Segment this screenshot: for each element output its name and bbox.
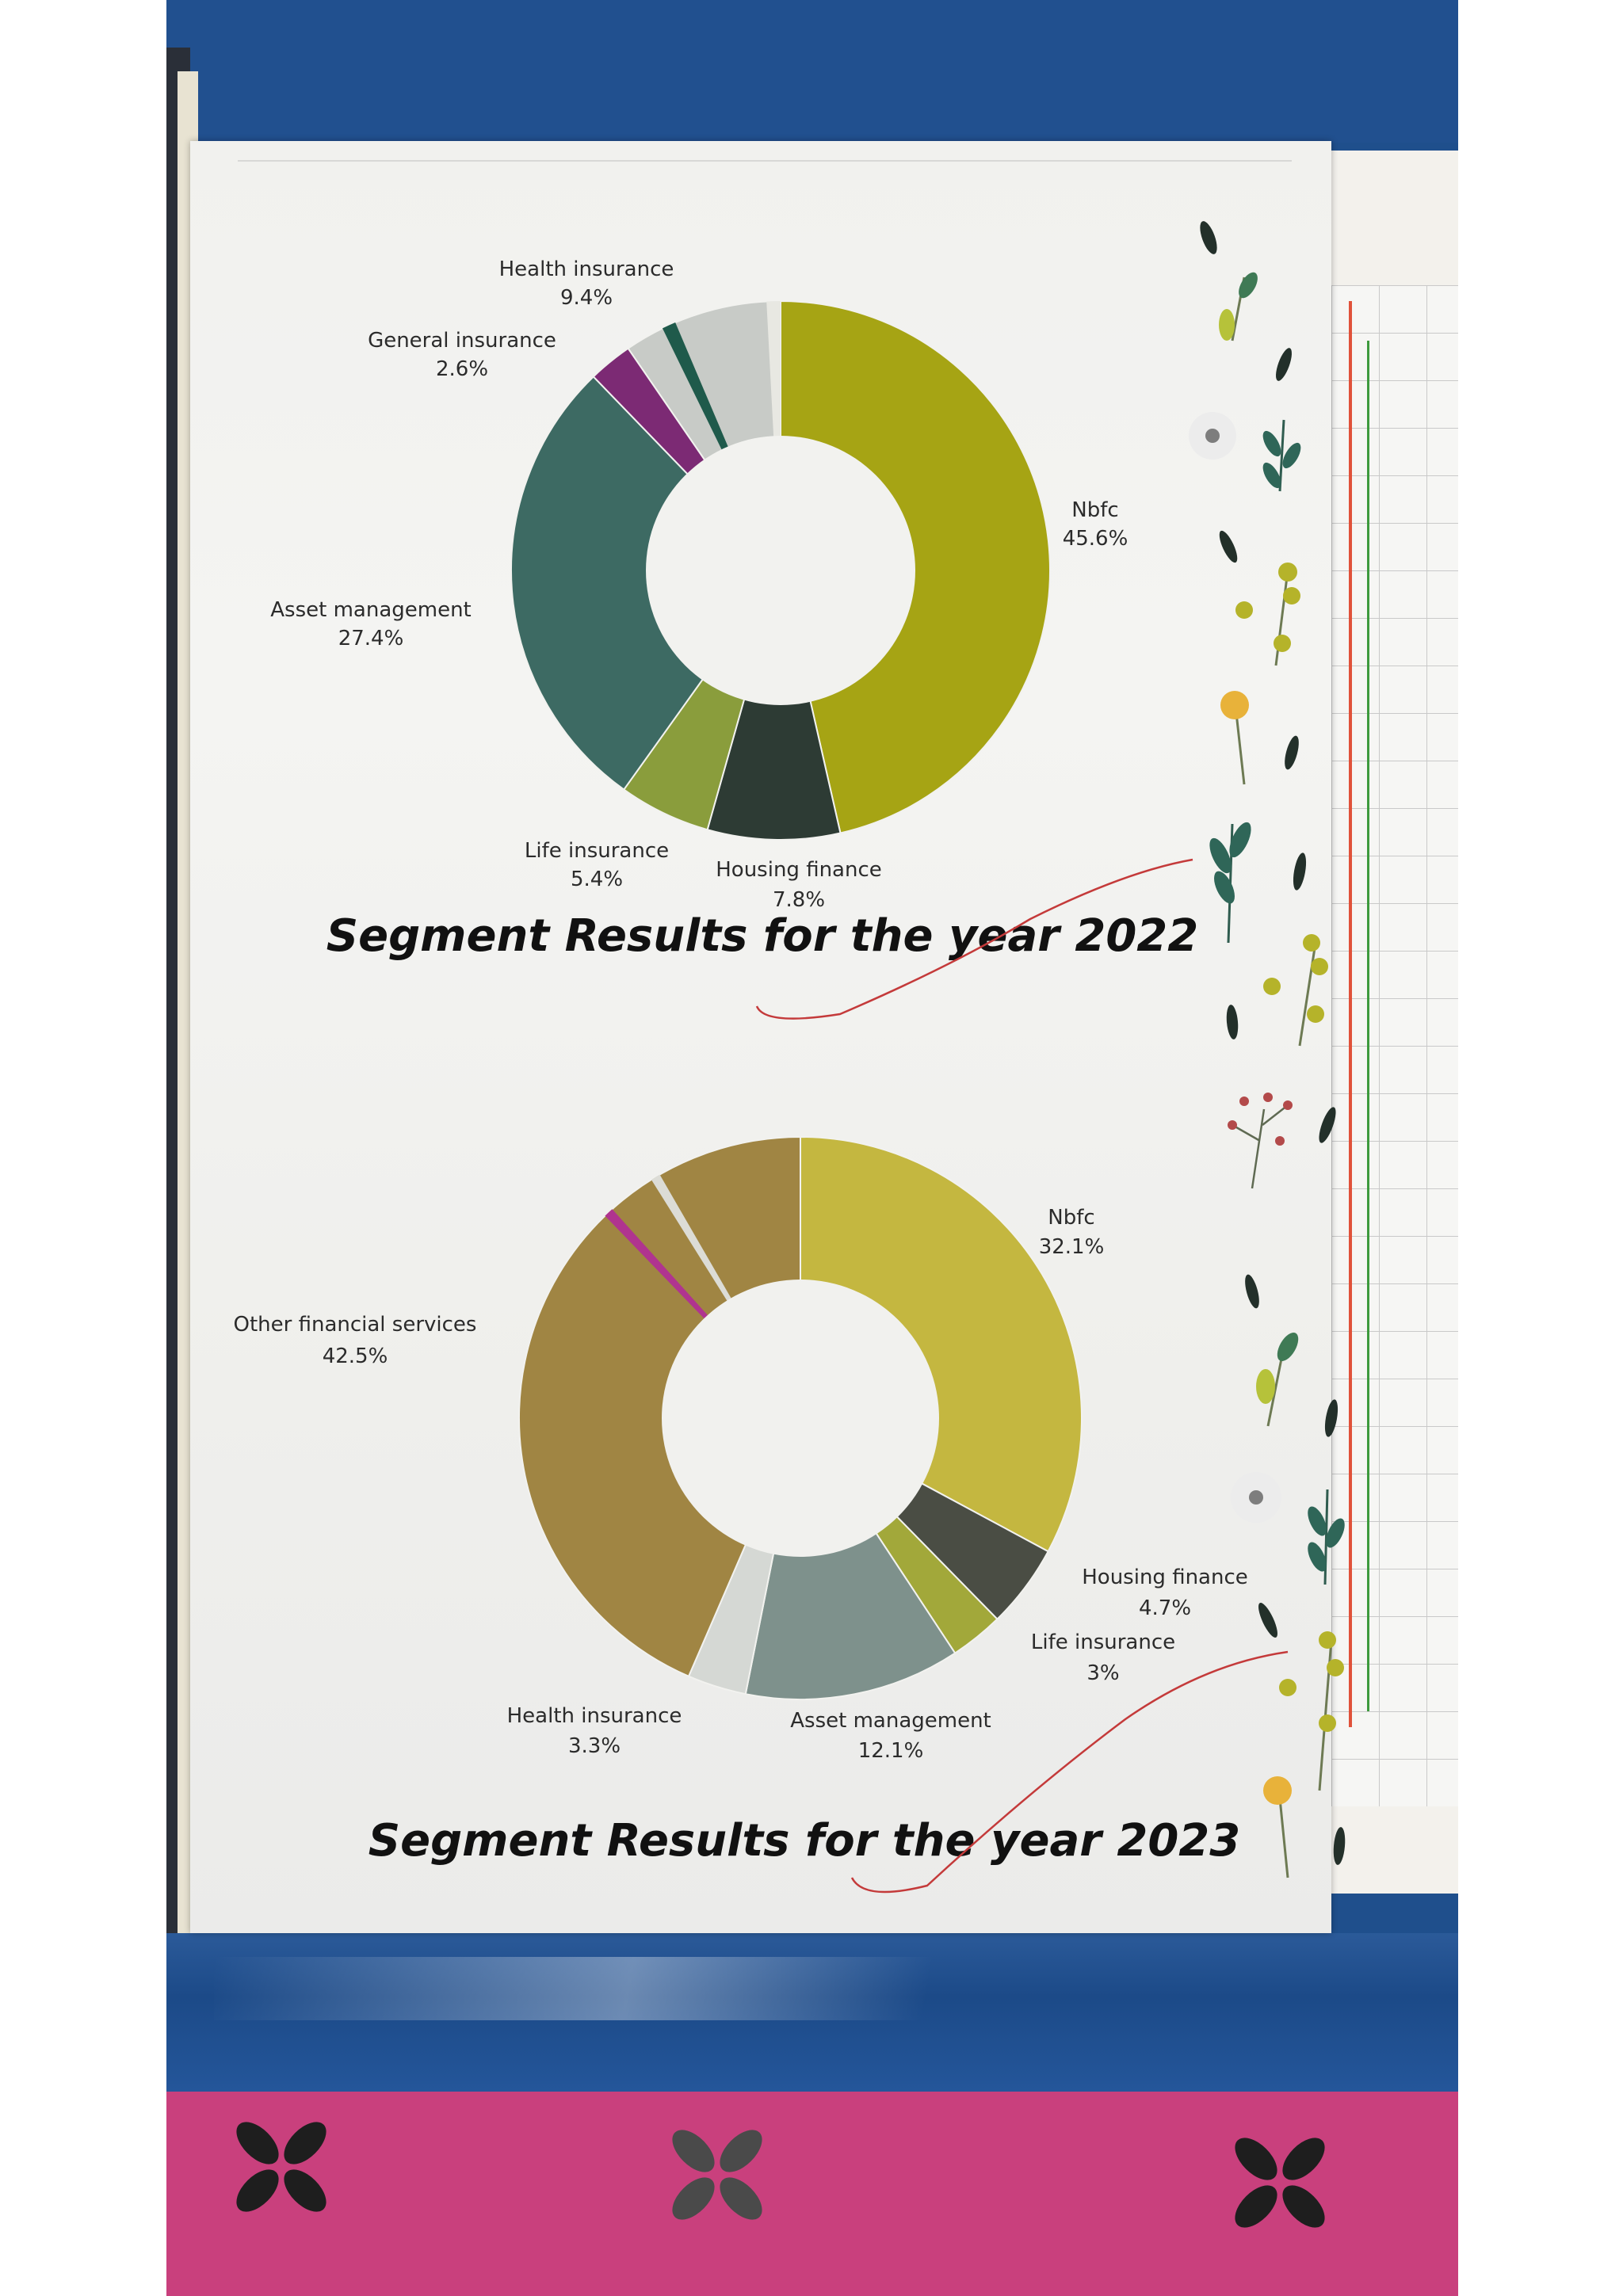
chart-title-2022: Segment Results for the year 2022 xyxy=(327,910,1198,962)
donut-chart-2022 xyxy=(510,299,1052,841)
donut-chart-2023 xyxy=(518,1135,1083,1700)
value-health-insurance: 3.3% xyxy=(568,1734,621,1758)
label-health-insurance: Health insurance xyxy=(499,257,674,281)
leaf-icon xyxy=(1285,735,1299,770)
red-ink-tick xyxy=(755,858,1193,1020)
label-other-financial-services: Other financial services xyxy=(234,1313,477,1337)
value-housing-finance: 7.8% xyxy=(773,888,825,912)
berry-branch-icon xyxy=(1228,1093,1293,1189)
folder-top xyxy=(166,0,1458,143)
chart-2023-labels: Nbfc 32.1% Housing finance 4.7% Life ins… xyxy=(234,1206,1248,1763)
label-asset-management: Asset management xyxy=(790,1709,991,1733)
value-nbfc: 32.1% xyxy=(1039,1235,1105,1259)
slice-nbfc xyxy=(780,299,1052,834)
leaf-sprig-icon xyxy=(1256,1332,1299,1427)
label-housing-finance: Housing finance xyxy=(716,858,882,882)
cloth-pattern-mark xyxy=(1235,2138,1325,2228)
chart-2022-labels: Nbfc 45.6% Housing finance 7.8% Life ins… xyxy=(270,257,1128,912)
leaf-branch-icon xyxy=(1308,1489,1345,1585)
chart-title-2023: Segment Results for the year 2023 xyxy=(369,1815,1240,1867)
label-health-insurance: Health insurance xyxy=(507,1704,682,1728)
label-nbfc: Nbfc xyxy=(1048,1206,1094,1230)
label-housing-finance: Housing finance xyxy=(1082,1566,1248,1589)
donut-hole xyxy=(662,1280,939,1557)
leaf-icon xyxy=(1219,530,1238,563)
orange-flower-icon xyxy=(1263,1776,1292,1878)
leaf-icon xyxy=(1245,1274,1259,1309)
yellow-flower-icon xyxy=(1235,563,1300,666)
flower-icon xyxy=(1189,412,1236,460)
donut-hole xyxy=(646,436,915,705)
value-life-insurance: 3% xyxy=(1086,1661,1119,1685)
value-health-insurance: 9.4% xyxy=(560,286,613,310)
graph-red-line xyxy=(1349,301,1352,1727)
sheet-top-rule xyxy=(238,160,1292,162)
label-nbfc: Nbfc xyxy=(1071,498,1118,522)
value-asset-management: 12.1% xyxy=(858,1739,924,1763)
graph-paper-sheet xyxy=(1331,285,1458,1806)
leaf-icon xyxy=(1333,1827,1346,1865)
leaf-branch-icon xyxy=(1209,822,1251,944)
leaf-icon xyxy=(1200,221,1217,254)
leaf-icon xyxy=(1324,1399,1338,1437)
value-other-financial-services: 42.5% xyxy=(323,1344,388,1368)
folder-bottom xyxy=(166,1933,1458,2092)
leaf-branch-icon xyxy=(1262,419,1301,492)
leaf-icon xyxy=(1276,348,1292,381)
cloth-background xyxy=(166,2092,1458,2296)
value-general-insurance: 2.6% xyxy=(436,357,488,381)
label-life-insurance: Life insurance xyxy=(525,839,669,863)
cloth-pattern-mark xyxy=(236,2122,327,2212)
leaf-icon xyxy=(1293,852,1307,891)
value-nbfc: 45.6% xyxy=(1063,527,1128,551)
flower-icon xyxy=(1231,1472,1281,1523)
red-ink-tick xyxy=(850,1650,1289,1894)
label-asset-management: Asset management xyxy=(270,598,472,622)
orange-flower-icon xyxy=(1220,691,1249,785)
slice-other-financial-services xyxy=(518,1135,801,1678)
leaf-sprig-icon xyxy=(1219,272,1258,341)
yellow-flower-icon xyxy=(1279,1631,1344,1791)
cloth-pattern-mark xyxy=(672,2130,762,2220)
floral-border-decoration xyxy=(1189,221,1346,1878)
leaf-icon xyxy=(1226,1005,1239,1039)
leaf-icon xyxy=(1258,1603,1277,1638)
graph-green-line xyxy=(1367,341,1369,1711)
value-life-insurance: 5.4% xyxy=(571,868,623,891)
value-housing-finance: 4.7% xyxy=(1139,1596,1191,1620)
label-life-insurance: Life insurance xyxy=(1031,1630,1175,1654)
yellow-flower-icon xyxy=(1263,934,1328,1047)
slice-housing-finance xyxy=(706,570,842,841)
slice-asset-management xyxy=(510,375,782,791)
leaf-icon xyxy=(1319,1107,1336,1143)
plastic-sheen xyxy=(214,1957,1403,2020)
value-asset-management: 27.4% xyxy=(338,627,404,650)
label-general-insurance: General insurance xyxy=(368,329,556,353)
